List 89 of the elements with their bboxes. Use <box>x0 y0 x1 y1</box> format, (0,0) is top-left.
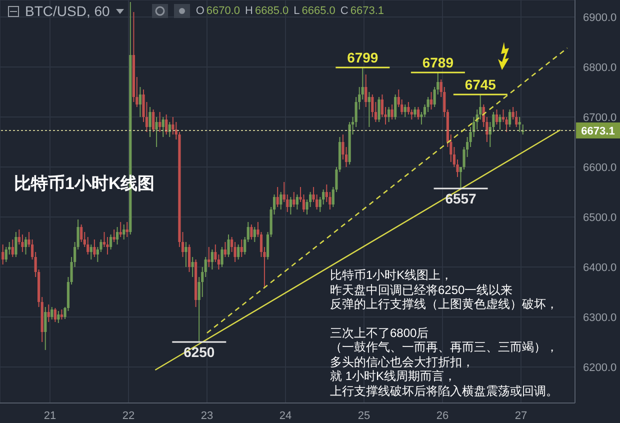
candlestick <box>364 74 368 108</box>
candlestick <box>44 306 47 350</box>
candlestick <box>24 236 28 255</box>
candlestick <box>210 249 214 270</box>
candlestick <box>498 114 502 130</box>
annotation: 比特币1小时K线图上， <box>330 268 453 282</box>
candlestick <box>188 244 191 272</box>
candlestick <box>388 106 390 122</box>
candlestick <box>414 106 416 118</box>
y-tick-label: 6500.0 <box>583 212 617 224</box>
candlestick <box>240 239 243 258</box>
y-tick-label: 6300.0 <box>583 312 617 324</box>
candlestick <box>276 186 279 208</box>
candlestick <box>109 234 112 250</box>
ref-line-label: 6673.1 <box>581 125 615 138</box>
candlestick <box>292 192 296 208</box>
candlestick <box>162 116 164 138</box>
y-tick-label: 6600.0 <box>583 162 617 174</box>
annotation: 6250 <box>184 344 215 360</box>
annotation: 6557 <box>445 190 477 206</box>
candlestick <box>122 224 126 240</box>
candlestick <box>155 116 158 148</box>
x-tick-label: 23 <box>200 410 214 422</box>
candlestick <box>2 244 4 265</box>
candlestick <box>11 239 14 258</box>
annotation: 反弹的上行支撑线（上图黄色虚线）破坏， <box>330 297 558 312</box>
candlestick <box>518 116 521 132</box>
candlestick <box>126 222 128 238</box>
candlestick <box>138 86 142 118</box>
y-tick-label: 6700.0 <box>583 112 617 124</box>
candlestick <box>508 109 512 128</box>
annotation: 6745 <box>464 76 496 92</box>
candlestick <box>184 242 188 268</box>
candlestick <box>191 256 194 278</box>
candlestick <box>416 106 420 120</box>
candlestick <box>90 244 92 260</box>
x-tick-label: 21 <box>44 410 56 422</box>
candlestick <box>515 110 518 128</box>
candlestick <box>158 112 162 132</box>
candlestick <box>57 310 60 324</box>
candlestick <box>495 109 498 125</box>
candlestick <box>390 104 394 120</box>
candlestick <box>296 194 299 210</box>
candlestick <box>152 109 155 132</box>
candlestick <box>47 304 50 322</box>
candlestick <box>112 229 116 242</box>
candlestick <box>394 94 397 120</box>
annotation: 多头的信心也会大打折扣， <box>330 354 474 369</box>
annotation: 就 1小时K线周期而言， <box>330 369 456 384</box>
candlestick <box>404 104 406 118</box>
candlestick <box>54 308 56 322</box>
y-tick-label: 6400.0 <box>583 262 617 274</box>
x-tick-label: 25 <box>358 410 370 422</box>
candlestick <box>237 244 240 260</box>
candlestick <box>220 246 224 268</box>
candlestick <box>14 232 18 258</box>
candlestick <box>224 242 227 258</box>
candlestick <box>378 96 380 122</box>
y-tick-label: 6200.0 <box>583 362 617 374</box>
candlestick <box>119 222 122 238</box>
annotation: 上行支撑线破坏后将陷入横盘震荡或回调。 <box>330 384 558 398</box>
annotation: 昨天盘中回调已经将6250一线以来 <box>330 282 513 297</box>
candlestick <box>227 234 230 258</box>
annotation: 比特币1小时K线图 <box>14 173 155 195</box>
annotation: 6789 <box>422 54 454 70</box>
candlestick <box>430 92 433 110</box>
candlestick <box>93 239 96 258</box>
x-tick-label: 22 <box>122 410 135 422</box>
candlestick <box>148 106 152 138</box>
x-tick-label: 24 <box>279 410 292 422</box>
y-tick-label: 6800.0 <box>583 62 617 74</box>
candlestick <box>289 196 292 215</box>
x-tick-label: 27 <box>514 410 528 422</box>
candlestick <box>280 192 282 210</box>
candlestick <box>165 114 168 135</box>
annotation: 三次上不了6800后 <box>330 326 429 340</box>
candlestick <box>368 92 370 128</box>
chart-title: BTC/USD, 60 <box>25 3 110 19</box>
chart-subtitle: O 6670.0 H 6685.0 L 6665.0 C 6673.1 <box>196 5 384 17</box>
annotation: （一鼓作气、一而再、再而三、三而竭）， <box>330 340 558 354</box>
candlestick <box>116 226 119 245</box>
annotation: 6799 <box>347 50 378 66</box>
candlestick <box>250 224 253 240</box>
candlestick <box>60 309 64 320</box>
candlestick <box>50 306 54 320</box>
x-tick-label: 26 <box>436 410 449 422</box>
candlestick <box>253 226 256 242</box>
candlestick <box>208 246 210 268</box>
y-tick-label: 6900.0 <box>583 12 617 24</box>
